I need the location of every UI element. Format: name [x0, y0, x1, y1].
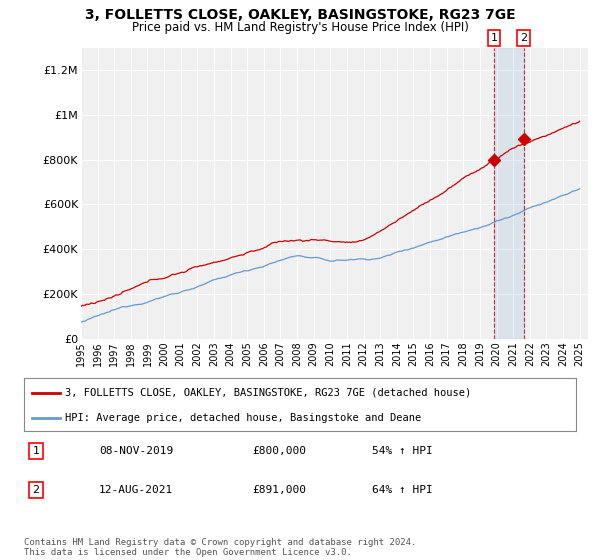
Text: 3, FOLLETTS CLOSE, OAKLEY, BASINGSTOKE, RG23 7GE (detached house): 3, FOLLETTS CLOSE, OAKLEY, BASINGSTOKE, … — [65, 388, 472, 398]
Text: 54% ↑ HPI: 54% ↑ HPI — [372, 446, 433, 456]
Text: Contains HM Land Registry data © Crown copyright and database right 2024.
This d: Contains HM Land Registry data © Crown c… — [24, 538, 416, 557]
Text: HPI: Average price, detached house, Basingstoke and Deane: HPI: Average price, detached house, Basi… — [65, 413, 422, 423]
Text: 1: 1 — [32, 446, 40, 456]
Text: 1: 1 — [491, 33, 497, 43]
Text: £800,000: £800,000 — [252, 446, 306, 456]
Bar — [494, 48, 524, 339]
Text: 2: 2 — [32, 485, 40, 495]
Text: Price paid vs. HM Land Registry's House Price Index (HPI): Price paid vs. HM Land Registry's House … — [131, 21, 469, 34]
Text: 3, FOLLETTS CLOSE, OAKLEY, BASINGSTOKE, RG23 7GE: 3, FOLLETTS CLOSE, OAKLEY, BASINGSTOKE, … — [85, 8, 515, 22]
Text: 08-NOV-2019: 08-NOV-2019 — [99, 446, 173, 456]
Text: 2: 2 — [520, 33, 527, 43]
Text: 64% ↑ HPI: 64% ↑ HPI — [372, 485, 433, 495]
Text: £891,000: £891,000 — [252, 485, 306, 495]
Text: 12-AUG-2021: 12-AUG-2021 — [99, 485, 173, 495]
